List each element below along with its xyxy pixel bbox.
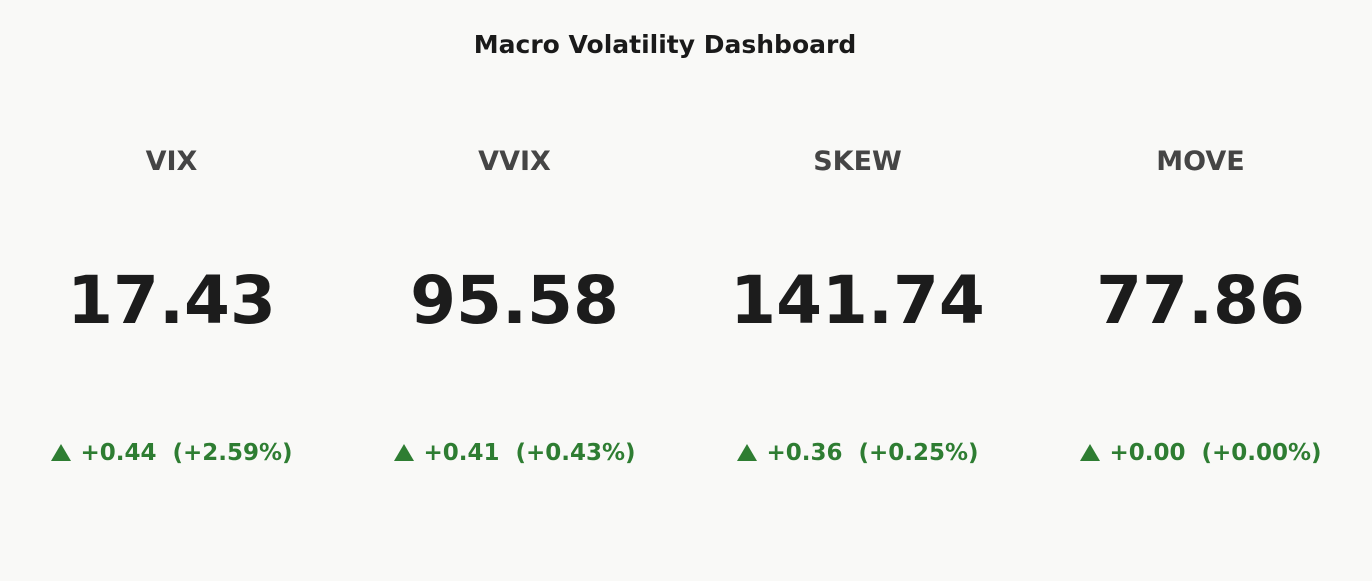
indicator-value: 141.74	[730, 262, 985, 339]
up-arrow-shape	[51, 444, 72, 461]
indicator-card: SKEW 141.74 +0.36 (+0.25%)	[686, 0, 1029, 581]
delta-percent: (+2.59%)	[172, 440, 293, 466]
dashboard-title: Macro Volatility Dashboard	[473, 30, 857, 59]
up-arrow-shape	[1080, 444, 1101, 461]
up-arrow-shape	[394, 444, 415, 461]
delta-absolute: +0.36	[766, 440, 843, 466]
indicator-value: 17.43	[67, 262, 276, 339]
indicator-name: MOVE	[1156, 146, 1245, 177]
indicator-name: VVIX	[478, 146, 551, 177]
delta-absolute: +0.41	[423, 440, 500, 466]
indicator-card: VVIX 95.58 +0.41 (+0.43%)	[343, 0, 686, 581]
indicator-card: VIX 17.43 +0.44 (+2.59%)	[0, 0, 343, 581]
delta-percent: (+0.43%)	[515, 440, 636, 466]
up-arrow	[1080, 444, 1101, 461]
indicator-value: 95.58	[410, 262, 619, 339]
delta-percent: (+0.00%)	[1201, 440, 1322, 466]
indicator-value: 77.86	[1096, 262, 1305, 339]
delta-absolute: +0.00	[1109, 440, 1186, 466]
indicator-delta: +0.00 (+0.00%)	[1029, 440, 1372, 466]
indicator-name: VIX	[145, 146, 198, 177]
up-arrow	[394, 444, 415, 461]
up-arrow	[51, 444, 72, 461]
up-arrow	[737, 444, 758, 461]
indicator-delta: +0.36 (+0.25%)	[686, 440, 1029, 466]
delta-percent: (+0.25%)	[858, 440, 979, 466]
indicator-delta: +0.44 (+2.59%)	[0, 440, 343, 466]
indicator-card: MOVE 77.86 +0.00 (+0.00%)	[1029, 0, 1372, 581]
indicator-name: SKEW	[813, 146, 902, 177]
delta-absolute: +0.44	[80, 440, 157, 466]
up-arrow-shape	[737, 444, 758, 461]
indicator-delta: +0.41 (+0.43%)	[343, 440, 686, 466]
